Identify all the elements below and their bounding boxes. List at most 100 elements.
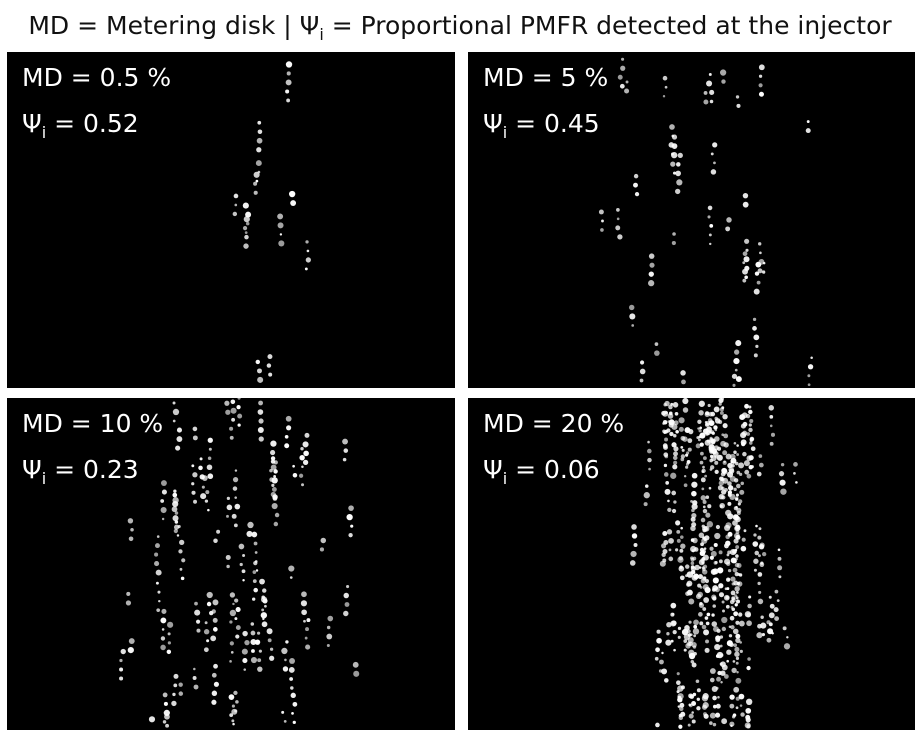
droplet [229, 435, 234, 440]
droplet [686, 589, 693, 596]
droplet [762, 261, 766, 265]
droplet [739, 489, 745, 495]
droplet [773, 607, 779, 613]
droplet [678, 426, 684, 432]
droplet [735, 633, 741, 639]
droplet [700, 517, 706, 523]
droplet [707, 215, 711, 219]
droplet [724, 674, 729, 679]
droplet [655, 647, 660, 653]
title-rest: = Proportional PMFR detected at the inje… [324, 11, 893, 40]
droplet [709, 468, 713, 471]
droplet [257, 129, 263, 135]
droplet [759, 562, 765, 568]
droplet [735, 376, 742, 383]
droplet [748, 423, 752, 427]
droplet [702, 465, 705, 469]
droplet [648, 467, 651, 471]
droplet [738, 612, 743, 617]
droplet [718, 480, 724, 486]
droplet [698, 559, 705, 566]
droplet [714, 416, 718, 421]
droplet [130, 528, 134, 532]
droplet [744, 469, 750, 475]
droplet [292, 701, 298, 707]
droplet [683, 475, 687, 478]
droplet [717, 695, 720, 699]
droplet [736, 563, 742, 568]
droplet [730, 590, 736, 596]
droplet [253, 541, 258, 546]
droplet [723, 433, 729, 439]
psi-symbol: Ψ [22, 109, 42, 138]
droplet [721, 600, 725, 604]
droplet [253, 561, 258, 566]
droplet [675, 170, 681, 177]
droplet [698, 400, 705, 407]
droplet [174, 511, 179, 515]
droplet [191, 490, 196, 495]
droplet [777, 556, 782, 561]
droplet [173, 489, 177, 493]
droplet [165, 723, 170, 728]
droplet [685, 465, 689, 469]
droplet [737, 572, 741, 577]
droplet [719, 411, 724, 415]
droplet [758, 74, 763, 78]
droplet [119, 676, 124, 681]
droplet [707, 418, 713, 423]
droplet [697, 583, 702, 588]
droplet [753, 568, 757, 572]
droplet [717, 446, 722, 451]
droplet [299, 455, 305, 461]
droplet [664, 678, 669, 683]
droplet [677, 705, 681, 708]
droplet [739, 641, 742, 644]
droplet [285, 89, 290, 94]
droplet [257, 666, 263, 672]
droplet [671, 442, 677, 448]
psi-symbol: Ψ [22, 455, 42, 484]
droplet [242, 579, 245, 582]
droplet [735, 661, 739, 665]
droplet [726, 553, 730, 557]
droplet [258, 649, 262, 653]
droplet [233, 690, 238, 696]
psi-subscript: i [503, 469, 507, 488]
droplet [230, 407, 237, 414]
droplet [640, 360, 645, 365]
droplet [259, 578, 265, 585]
droplet [271, 486, 277, 492]
droplet [721, 489, 727, 495]
droplet [721, 718, 728, 725]
droplet [757, 623, 762, 629]
droplet [666, 428, 671, 433]
droplet [600, 228, 604, 232]
droplet [690, 660, 695, 664]
droplet [161, 489, 167, 495]
droplet [727, 531, 733, 537]
droplet [285, 415, 292, 422]
droplet [282, 666, 289, 672]
droplet [273, 475, 277, 478]
droplet [301, 591, 307, 598]
droplet [727, 550, 731, 555]
droplet [231, 719, 235, 723]
droplet [693, 547, 699, 552]
droplet [677, 635, 681, 639]
droplet [769, 441, 774, 446]
droplet [672, 232, 676, 236]
droplet [713, 406, 720, 413]
droplet [740, 439, 747, 446]
droplet [756, 471, 762, 477]
droplet [698, 410, 704, 416]
droplet [731, 715, 736, 719]
droplet [716, 454, 723, 461]
droplet [191, 482, 195, 486]
droplet [656, 629, 661, 634]
droplet [749, 418, 754, 424]
droplet [758, 242, 762, 246]
droplet [251, 531, 258, 538]
droplet [735, 534, 741, 540]
droplet [758, 91, 764, 97]
